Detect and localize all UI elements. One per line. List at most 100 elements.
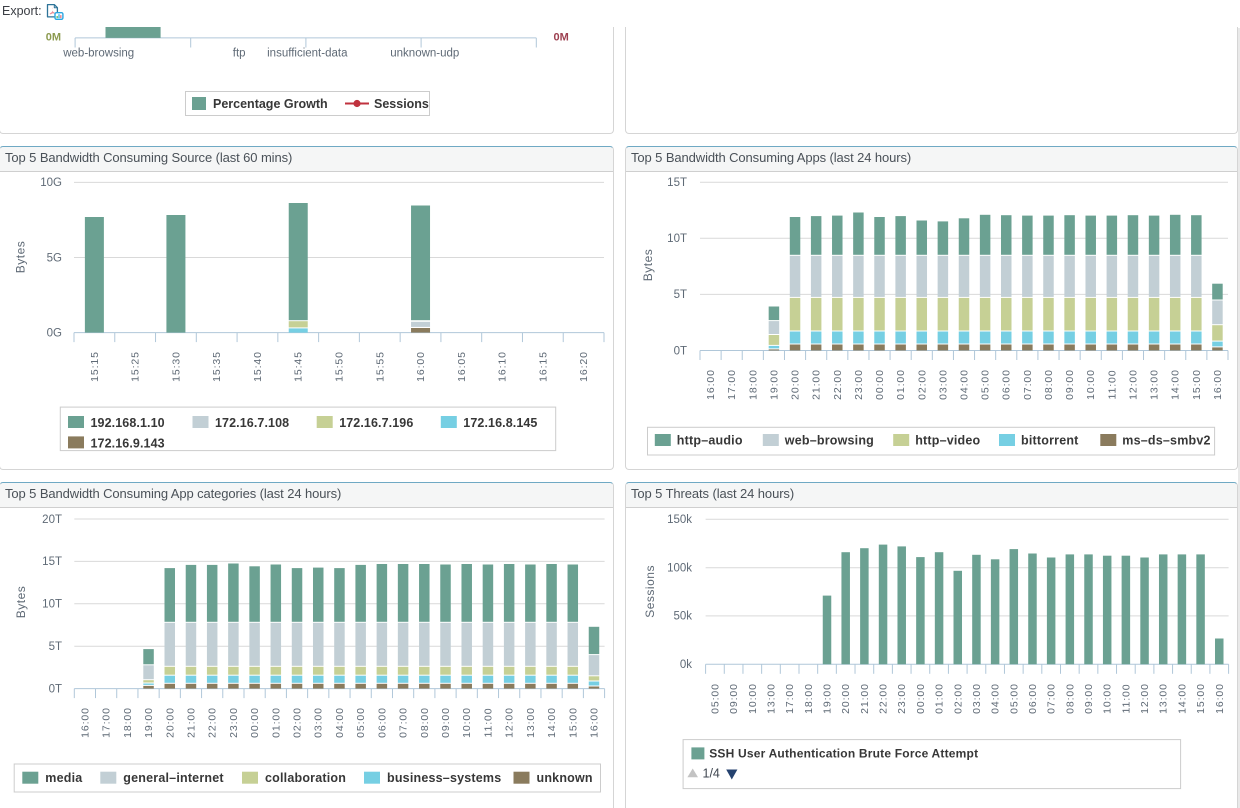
svg-text:04:00: 04:00 bbox=[990, 683, 1002, 714]
svg-text:13:00: 13:00 bbox=[1158, 683, 1170, 714]
svg-text:21:00: 21:00 bbox=[811, 369, 823, 400]
svg-text:bittorrent: bittorrent bbox=[1021, 433, 1079, 447]
svg-text:ms–ds–smbv2: ms–ds–smbv2 bbox=[1122, 433, 1210, 447]
svg-text:0M: 0M bbox=[46, 32, 61, 44]
svg-text:15:00: 15:00 bbox=[567, 707, 579, 738]
svg-text:16:00: 16:00 bbox=[705, 369, 717, 400]
svg-text:12:00: 12:00 bbox=[1127, 369, 1139, 400]
svg-text:16:20: 16:20 bbox=[578, 351, 590, 382]
svg-text:0G: 0G bbox=[47, 327, 62, 339]
svg-text:web-browsing: web-browsing bbox=[62, 48, 134, 60]
svg-text:06:00: 06:00 bbox=[1001, 369, 1013, 400]
svg-text:21:00: 21:00 bbox=[185, 707, 197, 738]
svg-text:10T: 10T bbox=[42, 599, 62, 611]
svg-text:10:00: 10:00 bbox=[1085, 369, 1097, 400]
svg-text:15:55: 15:55 bbox=[374, 351, 386, 382]
svg-text:16:10: 16:10 bbox=[497, 351, 509, 382]
svg-text:media: media bbox=[45, 771, 83, 785]
svg-text:11:00: 11:00 bbox=[1106, 370, 1118, 400]
svg-text:21:00: 21:00 bbox=[859, 683, 871, 714]
svg-text:15:50: 15:50 bbox=[333, 351, 345, 382]
svg-text:http–video: http–video bbox=[915, 433, 980, 447]
svg-text:01:00: 01:00 bbox=[270, 707, 282, 738]
svg-text:04:00: 04:00 bbox=[334, 707, 346, 738]
svg-text:22:00: 22:00 bbox=[207, 707, 219, 738]
svg-text:16:00: 16:00 bbox=[415, 351, 427, 382]
svg-text:09:00: 09:00 bbox=[1083, 683, 1095, 714]
svg-text:17:00: 17:00 bbox=[101, 707, 113, 738]
svg-text:03:00: 03:00 bbox=[313, 707, 325, 738]
svg-text:08:00: 08:00 bbox=[1064, 683, 1076, 714]
svg-text:172.16.7.108: 172.16.7.108 bbox=[215, 416, 289, 430]
svg-text:15:15: 15:15 bbox=[89, 351, 101, 382]
svg-text:06:00: 06:00 bbox=[376, 707, 388, 738]
svg-text:collaboration: collaboration bbox=[265, 771, 346, 785]
svg-text:19:00: 19:00 bbox=[821, 683, 833, 714]
svg-text:03:00: 03:00 bbox=[971, 683, 983, 714]
svg-text:insufficient-data: insufficient-data bbox=[267, 48, 348, 60]
svg-text:Sessions: Sessions bbox=[374, 97, 429, 111]
svg-text:17:00: 17:00 bbox=[726, 369, 738, 400]
svg-text:http–audio: http–audio bbox=[677, 433, 743, 447]
svg-text:11:00: 11:00 bbox=[1120, 684, 1132, 714]
svg-text:16:00: 16:00 bbox=[1214, 683, 1226, 714]
svg-text:06:00: 06:00 bbox=[1027, 683, 1039, 714]
svg-text:16:00: 16:00 bbox=[1212, 369, 1224, 400]
svg-text:17:00: 17:00 bbox=[784, 683, 796, 714]
svg-text:15T: 15T bbox=[42, 556, 62, 568]
svg-text:23:00: 23:00 bbox=[896, 683, 908, 714]
svg-text:20:00: 20:00 bbox=[840, 683, 852, 714]
svg-text:16:00: 16:00 bbox=[588, 707, 600, 738]
svg-text:unknown-udp: unknown-udp bbox=[390, 48, 459, 60]
svg-text:20:00: 20:00 bbox=[789, 369, 801, 400]
svg-text:01:00: 01:00 bbox=[895, 369, 907, 400]
svg-text:192.168.1.10: 192.168.1.10 bbox=[91, 416, 165, 430]
svg-text:5T: 5T bbox=[674, 289, 687, 301]
svg-text:14:00: 14:00 bbox=[1176, 683, 1188, 714]
svg-text:14:00: 14:00 bbox=[546, 707, 558, 738]
svg-text:03:00: 03:00 bbox=[937, 369, 949, 400]
svg-text:Sessions: Sessions bbox=[643, 565, 657, 618]
svg-text:15:00: 15:00 bbox=[1191, 369, 1203, 400]
svg-text:10G: 10G bbox=[40, 177, 62, 189]
svg-text:5T: 5T bbox=[49, 641, 62, 653]
svg-text:14:00: 14:00 bbox=[1170, 369, 1182, 400]
svg-text:15T: 15T bbox=[667, 177, 687, 189]
svg-text:22:00: 22:00 bbox=[832, 369, 844, 400]
svg-text:50k: 50k bbox=[673, 611, 692, 623]
svg-text:web–browsing: web–browsing bbox=[784, 433, 874, 447]
svg-text:00:00: 00:00 bbox=[915, 683, 927, 714]
svg-text:07:00: 07:00 bbox=[1022, 369, 1034, 400]
svg-text:20T: 20T bbox=[42, 514, 62, 526]
svg-text:18:00: 18:00 bbox=[747, 369, 759, 400]
svg-text:22:00: 22:00 bbox=[877, 683, 889, 714]
svg-text:20:00: 20:00 bbox=[164, 707, 176, 738]
svg-text:15:30: 15:30 bbox=[170, 351, 182, 382]
svg-text:12:00: 12:00 bbox=[504, 707, 516, 738]
svg-text:23:00: 23:00 bbox=[853, 369, 865, 400]
svg-text:10:00: 10:00 bbox=[461, 707, 473, 738]
svg-text:18:00: 18:00 bbox=[803, 683, 815, 714]
svg-text:15:00: 15:00 bbox=[1195, 683, 1207, 714]
svg-text:0k: 0k bbox=[680, 659, 692, 671]
svg-text:02:00: 02:00 bbox=[291, 707, 303, 738]
svg-text:08:00: 08:00 bbox=[1043, 369, 1055, 400]
svg-text:05:00: 05:00 bbox=[355, 707, 367, 738]
svg-text:10T: 10T bbox=[667, 233, 687, 245]
svg-text:13:00: 13:00 bbox=[765, 683, 777, 714]
svg-text:15:25: 15:25 bbox=[130, 351, 142, 382]
svg-text:05:00: 05:00 bbox=[980, 369, 992, 400]
svg-text:00:00: 00:00 bbox=[249, 707, 261, 738]
svg-text:172.16.8.145: 172.16.8.145 bbox=[463, 416, 537, 430]
svg-text:100k: 100k bbox=[667, 562, 692, 574]
svg-text:172.16.7.196: 172.16.7.196 bbox=[339, 416, 413, 430]
svg-text:12:00: 12:00 bbox=[1139, 683, 1151, 714]
svg-text:0T: 0T bbox=[49, 683, 62, 695]
svg-text:general–internet: general–internet bbox=[123, 771, 224, 785]
svg-text:ftp: ftp bbox=[233, 48, 246, 60]
svg-text:04:00: 04:00 bbox=[958, 369, 970, 400]
svg-text:unknown: unknown bbox=[537, 771, 593, 785]
svg-text:07:00: 07:00 bbox=[1046, 683, 1058, 714]
svg-text:16:05: 16:05 bbox=[456, 351, 468, 382]
svg-text:SSH User Authentication Brute: SSH User Authentication Brute Force Atte… bbox=[709, 746, 978, 760]
